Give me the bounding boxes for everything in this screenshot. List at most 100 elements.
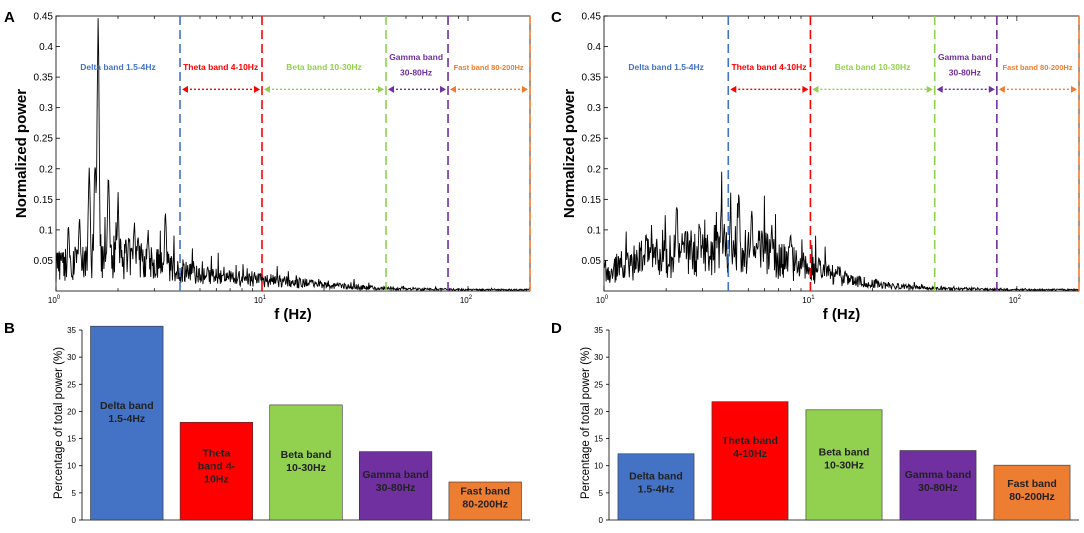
x-tick-label: 101 — [802, 295, 815, 305]
band-label: Theta band 4-10Hz — [183, 62, 258, 72]
y-tick-label: 35 — [67, 326, 76, 335]
bar-chart-b: 0 5 10 15 20 25 30 35 Percentage of total power … — [53, 325, 530, 525]
y-tick-label: 0.2 — [39, 164, 53, 175]
bar-label: Beta band — [819, 447, 870, 459]
band-arrow-head — [388, 85, 395, 93]
bar-label: 10Hz — [204, 474, 229, 486]
y-tick-label: 0.05 — [582, 256, 602, 267]
bar — [448, 481, 522, 521]
bar-chart-d: 0 5 10 15 20 25 30 35 Percentage of total power … — [580, 326, 1079, 525]
band-arrow-head — [450, 85, 457, 93]
band-label: 30-80Hz — [400, 67, 432, 77]
y-axis-label: Percentage of total power (%) — [580, 347, 592, 499]
panel-letter-B: B — [4, 320, 15, 337]
bar-label: band 4- — [198, 461, 236, 473]
band-arrow-head — [378, 85, 385, 93]
y-tick-label: 0.4 — [39, 42, 53, 53]
y-tick-label: 0 — [599, 516, 604, 525]
bar — [359, 451, 433, 521]
bar — [993, 464, 1071, 521]
bar-label: Fast band — [1007, 478, 1057, 490]
y-tick-label: 30 — [67, 353, 76, 362]
band-label: Gamma band — [389, 52, 443, 62]
band-arrow-head — [440, 85, 447, 93]
band-arrow-head — [182, 85, 189, 93]
y-tick-label: 0.15 — [34, 195, 54, 206]
bar — [805, 409, 883, 521]
panel-letter-C: C — [551, 9, 562, 26]
bar-label: 10-30Hz — [824, 460, 864, 472]
bar-label: 30-80Hz — [918, 482, 958, 494]
y-tick-label: 10 — [67, 462, 76, 471]
bar — [179, 421, 253, 521]
spectrum-trace — [55, 18, 531, 293]
x-tick-label: 102 — [1009, 295, 1022, 305]
y-axis-label: Normalized power — [13, 89, 30, 218]
bar-label: Theta — [202, 448, 230, 460]
x-tick-label: 101 — [254, 295, 267, 305]
y-tick-label: 5 — [72, 489, 77, 498]
bar-label: 10-30Hz — [286, 462, 326, 474]
panel-letter-D: D — [551, 320, 562, 337]
bar-label: Delta band — [100, 400, 154, 412]
y-tick-label: 0.25 — [582, 134, 602, 145]
x-tick-label: 102 — [460, 295, 473, 305]
y-tick-label: 30 — [594, 353, 603, 362]
y-tick-label: 0 — [72, 516, 77, 525]
y-tick-label: 0.1 — [39, 225, 53, 236]
band-label: 30-80Hz — [949, 67, 981, 77]
y-tick-label: 0.1 — [587, 225, 601, 236]
band-label: Delta band 1.5-4Hz — [628, 62, 704, 72]
bar — [269, 404, 343, 521]
y-tick-label: 0.25 — [34, 134, 54, 145]
band-arrow-head — [988, 85, 995, 93]
bar-label: Gamma band — [905, 469, 972, 481]
spectrum-chart-a: 0.05 0.1 0.15 0.2 0.25 0.3 0.35 0.4 0.45 100 101 10… — [13, 12, 531, 323]
band-arrow-head — [936, 85, 943, 93]
band-arrow-head — [253, 85, 260, 93]
plot-frame — [603, 15, 1080, 292]
y-tick-label: 25 — [594, 380, 603, 389]
bar-label: Beta band — [281, 449, 332, 461]
y-tick-label: 15 — [594, 435, 603, 444]
panel-letter-A: A — [4, 9, 15, 26]
band-label: Gamma band — [938, 52, 992, 62]
y-tick-label: 35 — [594, 326, 603, 335]
y-tick-label: 0.35 — [582, 73, 602, 84]
x-axis-label: f (Hz) — [823, 306, 861, 323]
band-arrow-head — [802, 85, 809, 93]
band-label: Beta band 10-30Hz — [835, 62, 911, 72]
y-axis-label: Normalized power — [561, 89, 578, 218]
bar-label: 80-200Hz — [1009, 491, 1055, 503]
plot-frame — [55, 15, 531, 292]
y-tick-label: 15 — [67, 435, 76, 444]
band-label: Theta band 4-10Hz — [731, 62, 806, 72]
y-tick-label: 20 — [594, 407, 603, 416]
bar-label: 80-200Hz — [462, 499, 508, 511]
x-tick-label: 100 — [596, 295, 609, 305]
y-tick-label: 10 — [594, 462, 603, 471]
y-axis-label: Percentage of total power (%) — [53, 347, 65, 499]
y-tick-label: 0.05 — [34, 256, 54, 267]
y-tick-label: 0.15 — [582, 195, 602, 206]
bar-label: Gamma band — [362, 469, 429, 481]
band-label: Fast band 80-200Hz — [1003, 63, 1073, 72]
bar — [711, 401, 789, 521]
band-label: Delta band 1.5-4Hz — [80, 62, 156, 72]
band-label: Beta band 10-30Hz — [286, 62, 362, 72]
y-tick-label: 20 — [67, 407, 76, 416]
band-label: Fast band 80-200Hz — [454, 63, 524, 72]
bar-label: 30-80Hz — [376, 482, 416, 494]
y-tick-label: 0.3 — [587, 103, 601, 114]
bar — [899, 450, 977, 521]
band-arrow-head — [263, 85, 270, 93]
spectrum-chart-c: 0.05 0.1 0.15 0.2 0.25 0.3 0.35 0.4 0.45 100 101 10… — [561, 12, 1080, 323]
y-tick-label: 5 — [599, 489, 604, 498]
bar-label: 4-10Hz — [733, 448, 767, 460]
band-arrow-head — [998, 85, 1005, 93]
band-arrow-head — [926, 85, 933, 93]
bar-label: 1.5-4Hz — [638, 484, 675, 496]
bar-label: Theta band — [722, 435, 778, 447]
y-tick-label: 0.4 — [587, 42, 601, 53]
